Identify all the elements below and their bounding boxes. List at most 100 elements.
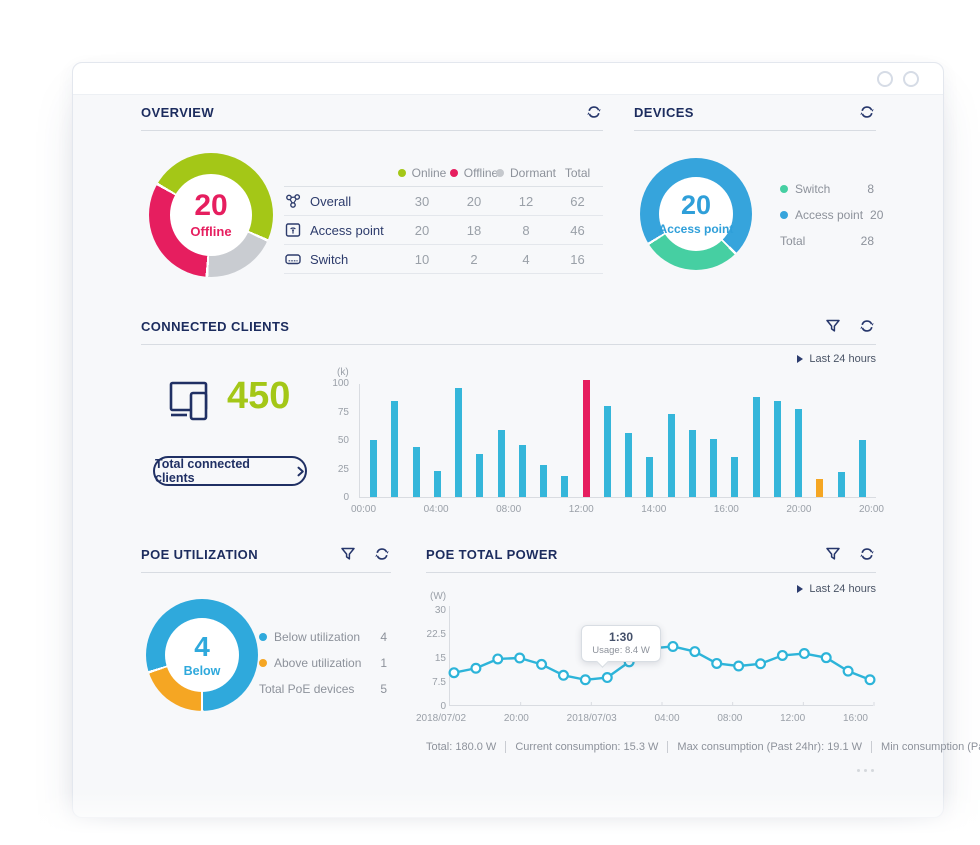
devices-legend: Switch 8 Access point 20 Total 28 xyxy=(780,181,883,259)
bar xyxy=(433,470,441,497)
poe-power-line-chart: 1:30 Usage: 8.4 W xyxy=(448,606,876,706)
window-control-icon[interactable] xyxy=(877,70,893,87)
y-tick-label: 22.5 xyxy=(426,629,446,640)
legend-label: Below utilization xyxy=(274,630,361,644)
connected-clients-header: CONNECTED CLIENTS xyxy=(141,317,876,345)
y-tick-label: 100 xyxy=(332,378,349,389)
legend-label: Total xyxy=(780,234,806,248)
data-point-marker xyxy=(579,674,591,686)
devices-donut-chart: 20 Access point xyxy=(640,158,752,270)
cell-value: 62 xyxy=(570,193,585,209)
bar xyxy=(816,478,824,497)
poe-utilization-section: POE UTILIZATION 4 Below xyxy=(141,545,391,775)
data-point-marker xyxy=(798,648,810,660)
donut-center-label: 20 Access point xyxy=(658,190,734,237)
data-point-marker xyxy=(514,652,526,664)
refresh-icon[interactable] xyxy=(373,545,391,563)
cell-value: 4 xyxy=(522,251,530,267)
bar xyxy=(688,429,696,497)
x-tick-label: 08:00 xyxy=(496,504,522,515)
refresh-icon[interactable] xyxy=(585,103,603,121)
bar xyxy=(731,457,739,497)
x-tick-label: 12:00 xyxy=(568,504,594,515)
range-label: Last 24 hours xyxy=(809,353,876,365)
legend-value: 4 xyxy=(380,630,387,644)
bar xyxy=(412,446,420,497)
legend-item: Total PoE devices 5 xyxy=(259,681,387,697)
row-label: Overall xyxy=(284,192,396,210)
bar xyxy=(497,429,505,497)
x-tick-label: 16:00 xyxy=(713,504,739,515)
x-tick-label: 12:00 xyxy=(780,713,806,724)
stat-max: Max consumption (Past 24hr): 19.1 W xyxy=(667,741,863,753)
section-title: OVERVIEW xyxy=(141,104,215,120)
chevron-right-icon xyxy=(297,466,305,476)
stat-current: Current consumption: 15.3 W xyxy=(505,741,659,753)
refresh-icon[interactable] xyxy=(858,545,876,563)
cell-value: 12 xyxy=(518,193,534,209)
x-tick-label: 00:00 xyxy=(351,504,377,515)
bar xyxy=(476,453,484,497)
row-label: Access point xyxy=(284,221,396,239)
y-tick-label: 0 xyxy=(343,492,349,503)
clients-bar-chart xyxy=(359,379,876,498)
x-tick-label: 20:00 xyxy=(503,713,529,724)
poe-utilization-legend: Below utilization 4 Above utilization 1 … xyxy=(259,629,387,707)
x-tick-label: 04:00 xyxy=(423,504,449,515)
cell-value: 18 xyxy=(466,222,482,238)
y-tick-label: 15 xyxy=(434,653,446,664)
filter-icon[interactable] xyxy=(824,545,842,563)
connected-clients-section: CONNECTED CLIENTS Last 24 hours xyxy=(141,317,884,527)
cell-value: 20 xyxy=(466,193,482,209)
bar xyxy=(455,387,462,497)
data-point-marker xyxy=(864,674,876,686)
table-header-row: Online Offline Dormant Total xyxy=(284,159,603,187)
y-tick-label: 30 xyxy=(434,605,446,616)
total-connected-clients-button[interactable]: Total connected clients xyxy=(153,456,307,486)
table-row: Switch 10 2 4 16 xyxy=(284,245,603,274)
legend-value: 5 xyxy=(380,682,387,696)
bar xyxy=(518,444,526,497)
legend-label: Above utilization xyxy=(274,656,362,670)
filter-icon[interactable] xyxy=(339,545,357,563)
x-tick-label: 20:00 xyxy=(858,504,884,515)
data-point-marker xyxy=(557,669,569,681)
filter-icon[interactable] xyxy=(824,317,842,335)
bar xyxy=(710,438,717,497)
power-stats-bar: Total: 180.0 W Current consumption: 15.3 … xyxy=(426,741,980,753)
data-point-marker xyxy=(820,652,832,664)
data-point-marker xyxy=(448,667,460,679)
legend-value: 8 xyxy=(867,182,874,196)
bar xyxy=(837,471,845,497)
devices-header: DEVICES xyxy=(634,103,876,131)
bar xyxy=(370,440,377,497)
bar xyxy=(752,396,760,497)
time-range-selector[interactable]: Last 24 hours xyxy=(797,353,876,365)
poe-total-power-section: POE TOTAL POWER Last 24 hours xyxy=(416,545,980,775)
legend-value: 20 xyxy=(870,208,884,222)
refresh-icon[interactable] xyxy=(858,317,876,335)
y-tick-label: 75 xyxy=(337,406,349,418)
data-point-marker xyxy=(755,658,767,670)
bar xyxy=(646,457,654,497)
bar xyxy=(773,401,781,497)
switch-icon xyxy=(285,254,301,265)
refresh-icon[interactable] xyxy=(858,103,876,121)
overview-status-table: Online Offline Dormant Total Overall xyxy=(284,159,603,274)
x-tick-label: 04:00 xyxy=(654,713,680,724)
y-tick-label: 50 xyxy=(337,435,349,446)
overview-donut-chart: 20 Offline xyxy=(149,153,273,277)
section-title: CONNECTED CLIENTS xyxy=(141,318,290,334)
time-range-selector[interactable]: Last 24 hours xyxy=(797,583,876,595)
legend-label: Total PoE devices xyxy=(259,682,355,696)
data-point-marker xyxy=(689,646,701,658)
window-control-icon[interactable] xyxy=(903,70,919,87)
y-tick-label: 7.5 xyxy=(432,677,446,688)
more-menu-icon[interactable] xyxy=(857,769,874,772)
overall-icon xyxy=(286,194,301,208)
data-point-marker xyxy=(492,653,504,665)
x-tick-label: 20:00 xyxy=(786,504,812,515)
data-point-marker xyxy=(667,640,679,652)
cell-value: 20 xyxy=(414,222,430,238)
data-point-marker xyxy=(733,660,745,672)
